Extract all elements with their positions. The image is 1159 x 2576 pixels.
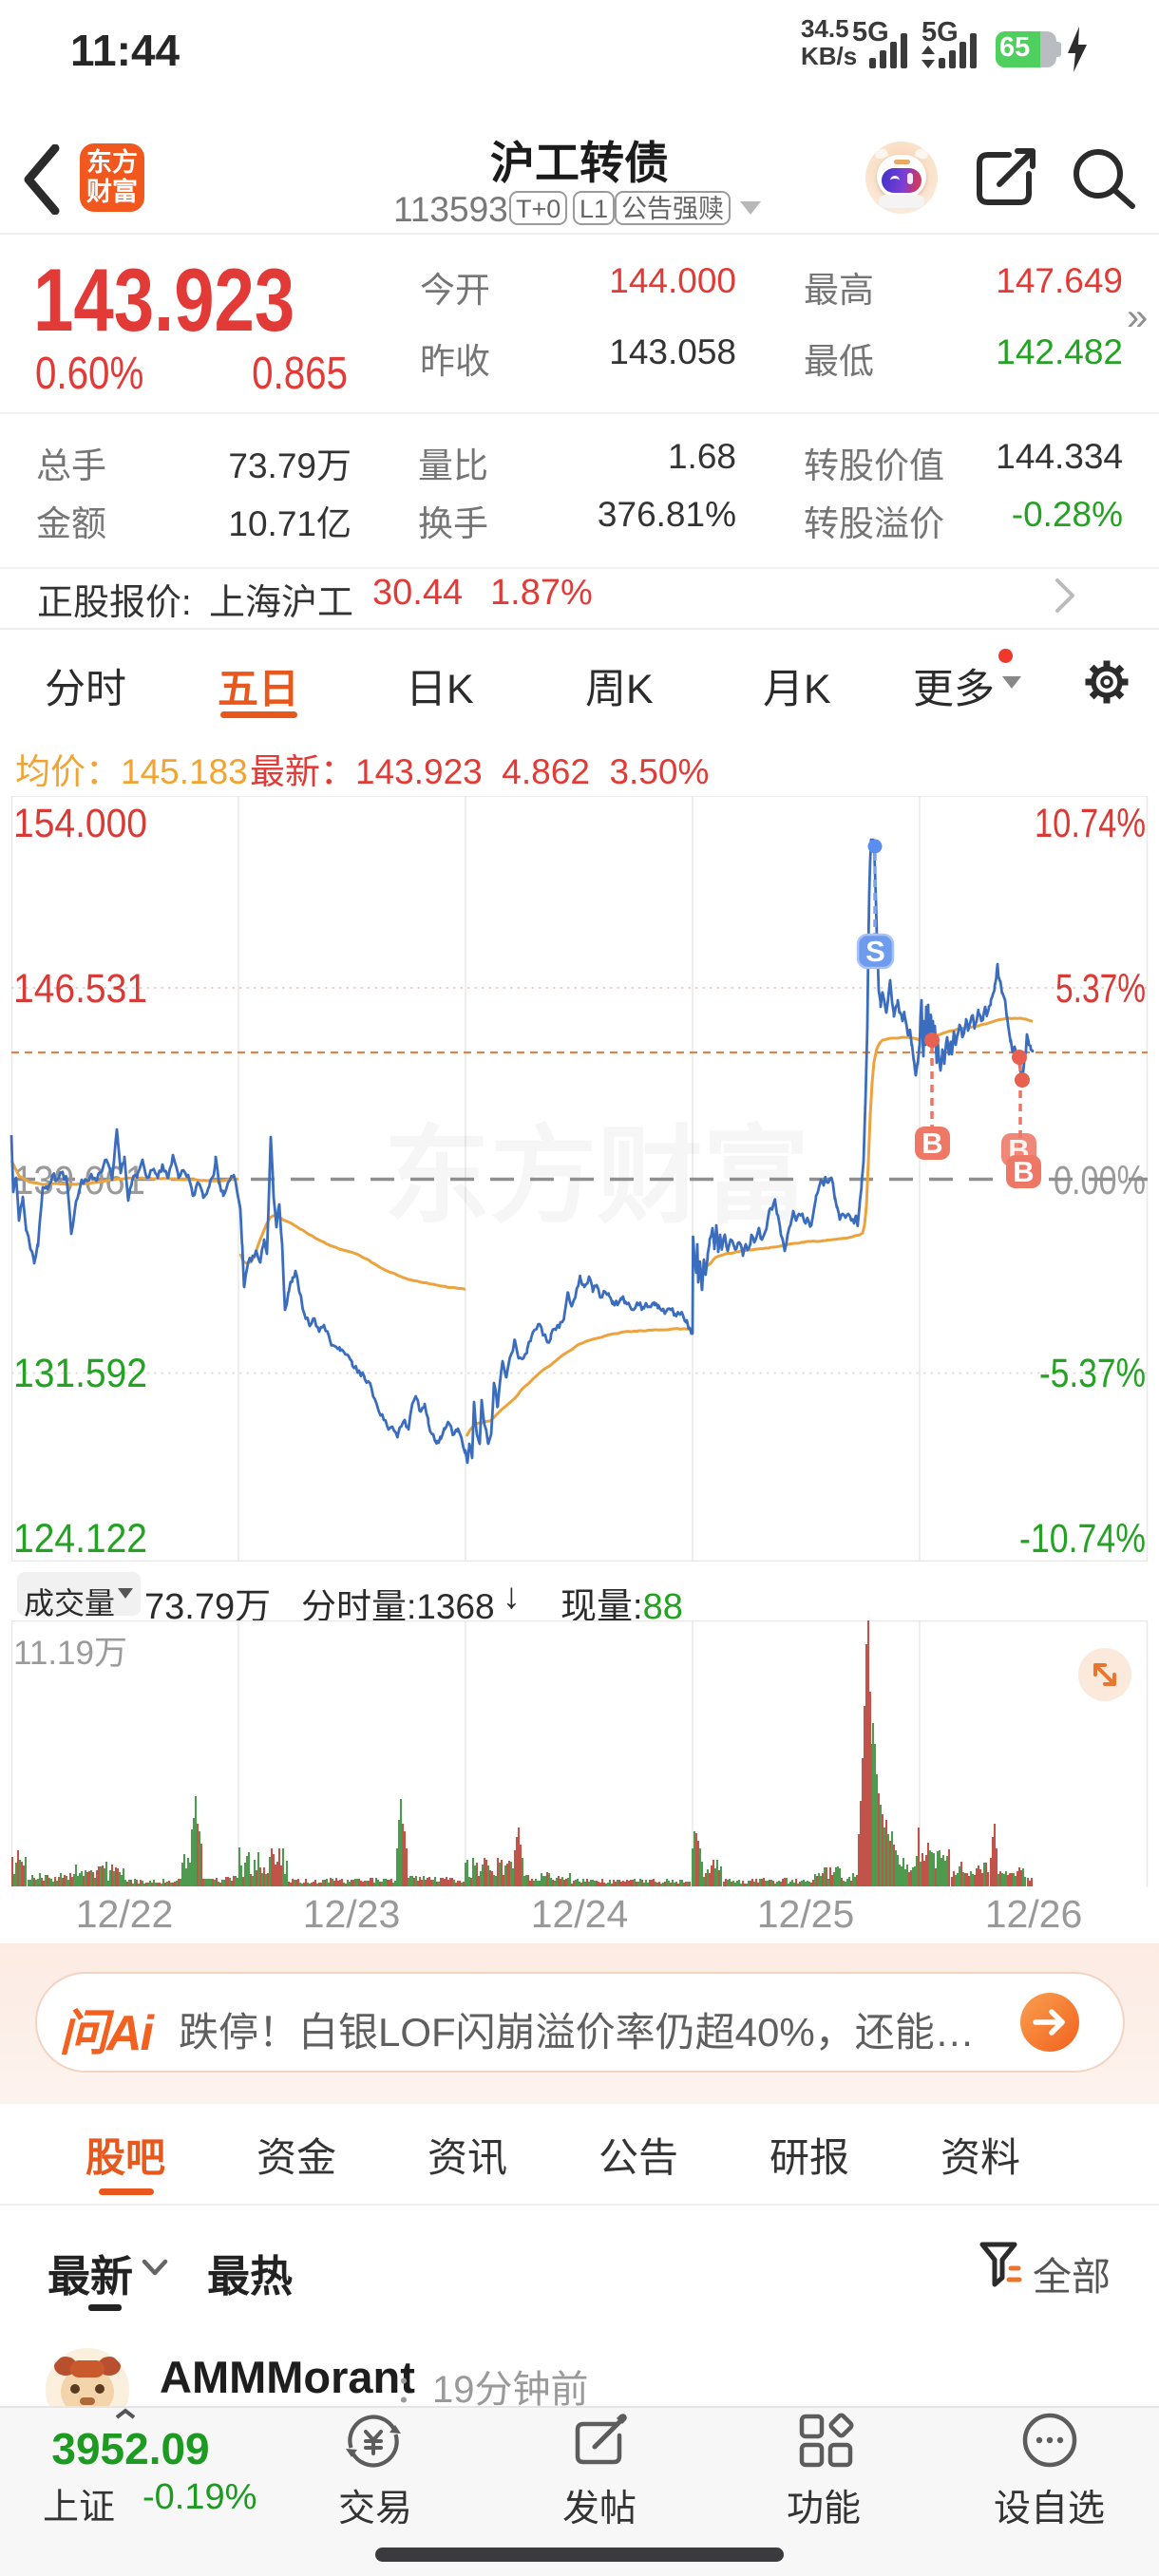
svg-text:B: B bbox=[1013, 1155, 1034, 1188]
svg-text:S: S bbox=[865, 935, 885, 968]
svg-text:5.37%: 5.37% bbox=[1055, 966, 1146, 1012]
svg-text:124.122: 124.122 bbox=[13, 1516, 147, 1562]
svg-text:10.74%: 10.74% bbox=[1035, 801, 1146, 846]
svg-text:154.000: 154.000 bbox=[13, 801, 147, 846]
svg-text:-5.37%: -5.37% bbox=[1039, 1351, 1146, 1396]
svg-text:-10.74%: -10.74% bbox=[1019, 1516, 1146, 1562]
svg-text:B: B bbox=[922, 1127, 942, 1160]
svg-text:146.531: 146.531 bbox=[13, 966, 147, 1012]
svg-text:131.592: 131.592 bbox=[13, 1351, 147, 1396]
